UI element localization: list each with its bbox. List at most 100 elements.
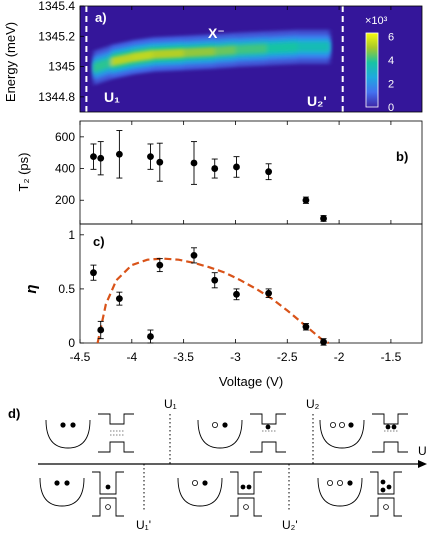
band-diagram <box>98 413 134 425</box>
hole <box>329 421 336 428</box>
top-state-3 <box>319 413 408 453</box>
axis-arrow <box>418 460 427 468</box>
panel-b-ylabel: T₂ (ps) <box>16 153 31 192</box>
colorbar-tick-label: 6 <box>388 32 394 44</box>
eta-data-point <box>156 261 164 269</box>
electron <box>385 424 391 430</box>
panel-b-label: b) <box>396 149 408 164</box>
hole <box>326 479 333 486</box>
label-u2prime: U₂' <box>282 518 298 532</box>
electron <box>222 422 228 428</box>
heatmap-cell <box>235 43 268 55</box>
exciton-annotation: X⁻ <box>208 25 225 41</box>
top-state-1 <box>45 413 134 453</box>
c-y-tick-label: 0.5 <box>58 282 75 296</box>
electron <box>54 480 60 486</box>
hole <box>243 504 249 510</box>
panel-c-points <box>90 247 327 346</box>
parabola-well <box>39 477 85 507</box>
x-tick-label: -2 <box>334 350 345 364</box>
parabola-well <box>319 419 365 449</box>
band-diagram <box>92 471 124 495</box>
heatmap-cell <box>93 57 113 73</box>
t2-data-point <box>302 196 310 204</box>
a-y-tick-label: 1345.2 <box>38 29 75 43</box>
panel-a-ylabel: Energy (meV) <box>3 22 18 102</box>
panel-b: b) 600 400 200 T₂ (ps) <box>16 120 423 225</box>
electron <box>202 480 208 486</box>
electron <box>60 422 66 428</box>
eta-data-point <box>115 295 123 303</box>
electron <box>105 484 111 490</box>
band-diagram <box>98 441 134 453</box>
heatmap-marks <box>93 29 330 86</box>
t2-data-point <box>97 154 105 162</box>
electron <box>380 487 386 493</box>
eta-data-point <box>147 333 154 340</box>
c-y-tick-label: 0 <box>68 336 75 350</box>
parabola-well <box>317 477 363 507</box>
panel-a-label: a) <box>95 10 107 25</box>
x-tick-label: -2.5 <box>277 350 298 364</box>
hole <box>211 421 218 428</box>
top-state-2 <box>197 413 286 453</box>
panel-c-label: c) <box>93 234 105 249</box>
eta-data-point <box>302 323 310 331</box>
eta-data-point <box>97 326 105 334</box>
panel-b-y-ticks: 600 400 200 <box>55 130 84 207</box>
a-y-tick-label: 1345.4 <box>38 0 75 13</box>
electron <box>246 484 252 490</box>
band-diagram <box>230 471 262 495</box>
electron <box>265 424 271 430</box>
band-diagram <box>370 471 402 495</box>
panel-c-ylabel: η <box>23 284 40 293</box>
electron <box>347 480 353 486</box>
band-diagram <box>92 497 124 517</box>
t2-data-point <box>115 150 123 158</box>
c-y-tick-label: 1 <box>68 228 75 242</box>
x-tick-label: -4.5 <box>70 350 91 364</box>
panel-b-points <box>90 130 327 222</box>
a-y-tick-label: 1345 <box>48 60 75 74</box>
band-diagram <box>372 413 408 425</box>
electron <box>380 479 386 485</box>
band-diagram <box>250 413 286 425</box>
label-u2: U₂ <box>306 397 320 411</box>
parabola-well <box>177 477 223 507</box>
fit-curve <box>96 257 330 345</box>
b-y-tick-label: 600 <box>55 130 75 144</box>
marker-label-u1: U₁ <box>104 89 120 105</box>
band-diagram <box>370 497 402 517</box>
eta-data-point <box>211 276 219 284</box>
electron <box>391 424 397 430</box>
t2-data-point <box>156 158 164 166</box>
x-tick-label: -3 <box>230 350 241 364</box>
heatmap-cell <box>131 49 154 62</box>
bottom-state-2 <box>177 471 262 517</box>
x-tick-label: -1.5 <box>381 350 402 364</box>
heatmap-cell <box>297 42 330 52</box>
x-axis-ticks: -4.5 -4 -3.5 -3 -2.5 -2 -1.5 <box>70 6 402 364</box>
heatmap-cell <box>183 46 216 58</box>
electron <box>348 422 354 428</box>
x-axis-label: Voltage (V) <box>219 374 283 389</box>
electron <box>240 484 246 490</box>
label-u1prime: U₁' <box>136 518 151 532</box>
eta-data-point <box>233 290 240 298</box>
eta-data-point <box>320 338 327 346</box>
t2-data-point <box>265 168 273 176</box>
colorbar-tick-label: 0 <box>388 102 394 114</box>
colorbar <box>365 32 379 108</box>
label-u1: U₁ <box>164 397 177 411</box>
band-diagram <box>372 441 408 453</box>
b-y-tick-label: 200 <box>55 193 75 207</box>
hole <box>338 421 345 428</box>
t2-data-point <box>233 163 240 171</box>
hole <box>105 504 111 510</box>
panel-d: d) U U₁ U₂ U₁' U₂' <box>8 397 427 532</box>
a-y-tick-label: 1344.8 <box>38 90 75 104</box>
band-diagram <box>250 441 286 453</box>
marker-label-u2prime: U₂' <box>307 93 327 109</box>
